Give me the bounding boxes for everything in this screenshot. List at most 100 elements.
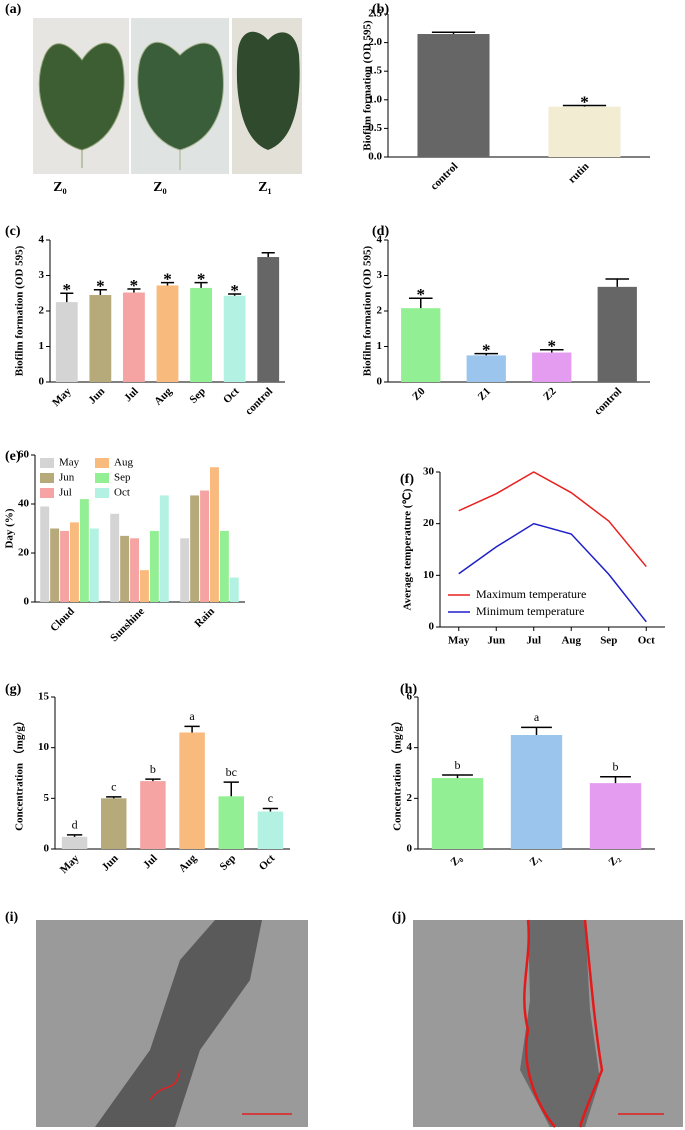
x-tick-label: Z₂ xyxy=(606,852,623,869)
error-bar xyxy=(145,778,161,782)
annotation: * xyxy=(548,337,557,356)
error-bar xyxy=(442,774,473,779)
error-bar xyxy=(605,278,630,287)
bar xyxy=(417,34,490,157)
bar xyxy=(589,783,642,849)
annotation: b xyxy=(455,758,461,772)
panel-label: (i) xyxy=(5,910,19,925)
x-tick-label: Sep xyxy=(600,635,617,647)
error-bar xyxy=(223,781,239,797)
bar xyxy=(200,490,209,602)
x-tick-label: Jul xyxy=(141,852,160,871)
legend-label: Minimum temperature xyxy=(476,604,584,618)
panel-label: (b) xyxy=(372,2,389,17)
error-bar xyxy=(521,726,552,735)
y-tick-label: 1 xyxy=(39,340,45,352)
error-bar xyxy=(194,281,208,288)
legend-label: May xyxy=(59,457,80,469)
y-tick-label: 0.5 xyxy=(368,122,382,134)
bar xyxy=(510,735,563,849)
x-tick-label: control xyxy=(428,160,460,192)
error-bar xyxy=(474,352,499,356)
x-tick-label: Jun xyxy=(100,852,121,873)
bar xyxy=(70,522,79,602)
x-tick-label: control xyxy=(592,385,624,417)
annotation: a xyxy=(189,709,195,723)
y-tick-label: 1.0 xyxy=(368,93,382,105)
annotation: d xyxy=(72,818,78,832)
panel-label: (e) xyxy=(5,449,21,464)
y-tick-label: 0.0 xyxy=(368,151,382,163)
error-bar xyxy=(261,252,275,258)
bar xyxy=(466,355,506,382)
y-tick-label: 15 xyxy=(38,691,50,703)
x-tick-label: Oct xyxy=(257,852,278,873)
error-bar xyxy=(127,288,141,293)
panel-label: (d) xyxy=(372,224,389,239)
bar xyxy=(55,302,78,382)
annotation: * xyxy=(417,285,426,304)
panel-label: (c) xyxy=(5,224,21,239)
bar xyxy=(89,528,99,602)
y-axis-label: Day (%) xyxy=(4,508,16,548)
y-tick-label: 5 xyxy=(44,792,50,804)
legend-label: Oct xyxy=(114,487,130,499)
y-tick-label: 0 xyxy=(39,376,45,388)
y-axis-label: Biofilm formation (OD 595) xyxy=(362,245,374,376)
x-tick-label: Cloud xyxy=(48,605,77,634)
error-bar xyxy=(431,31,476,35)
legend-swatch xyxy=(40,488,54,498)
annotation: * xyxy=(63,280,72,299)
panel-label: (j) xyxy=(392,910,406,925)
x-tick-label: Z₀ xyxy=(448,852,465,869)
bar xyxy=(218,796,244,849)
bar xyxy=(180,538,190,602)
bar xyxy=(120,535,130,602)
x-tick-label: May xyxy=(448,635,470,647)
y-tick-label: 6 xyxy=(407,691,413,703)
legend-label: Jun xyxy=(59,472,75,484)
y-tick-label: 10 xyxy=(423,569,435,581)
y-tick-label: 2 xyxy=(407,792,413,804)
legend-swatch xyxy=(95,458,109,468)
error-bar xyxy=(93,288,107,296)
annotation: * xyxy=(96,277,105,296)
error-bar xyxy=(600,776,631,784)
y-tick-label: 2 xyxy=(377,305,383,317)
error-bar xyxy=(184,725,200,733)
y-tick-label: 20 xyxy=(18,547,30,559)
x-tick-label: rutin xyxy=(566,160,591,185)
bar xyxy=(50,528,60,602)
annotation: * xyxy=(197,270,206,289)
legend-swatch xyxy=(95,473,109,483)
panel-label: (g) xyxy=(5,682,22,697)
x-tick-label: Z0 xyxy=(410,385,428,403)
bar xyxy=(548,106,621,157)
y-tick-label: 30 xyxy=(423,466,435,478)
error-bar xyxy=(262,807,279,812)
x-tick-label: Aug xyxy=(152,385,175,408)
x-tick-label: Jun xyxy=(86,385,107,406)
annotation: a xyxy=(534,710,540,724)
y-tick-label: 10 xyxy=(38,741,50,753)
annotation: * xyxy=(130,276,139,295)
x-tick-label: May xyxy=(58,852,82,876)
y-tick-label: 0 xyxy=(377,376,383,388)
bar xyxy=(79,499,89,602)
y-tick-label: 0 xyxy=(44,843,50,855)
x-tick-label: Jul xyxy=(122,385,141,404)
bar xyxy=(123,292,145,382)
bar xyxy=(60,530,69,602)
y-tick-label: 20 xyxy=(423,517,435,529)
x-tick-label: Z2 xyxy=(541,385,559,403)
bar xyxy=(431,778,484,849)
panel-label: (h) xyxy=(400,682,417,697)
x-tick-label: Aug xyxy=(561,635,581,647)
legend-swatch xyxy=(40,458,54,468)
y-tick-label: 3 xyxy=(377,269,383,281)
error-bar xyxy=(60,292,74,303)
x-tick-label: Sunshine xyxy=(108,605,147,644)
line xyxy=(458,471,647,568)
error-bar xyxy=(408,297,433,309)
bar xyxy=(40,506,50,602)
